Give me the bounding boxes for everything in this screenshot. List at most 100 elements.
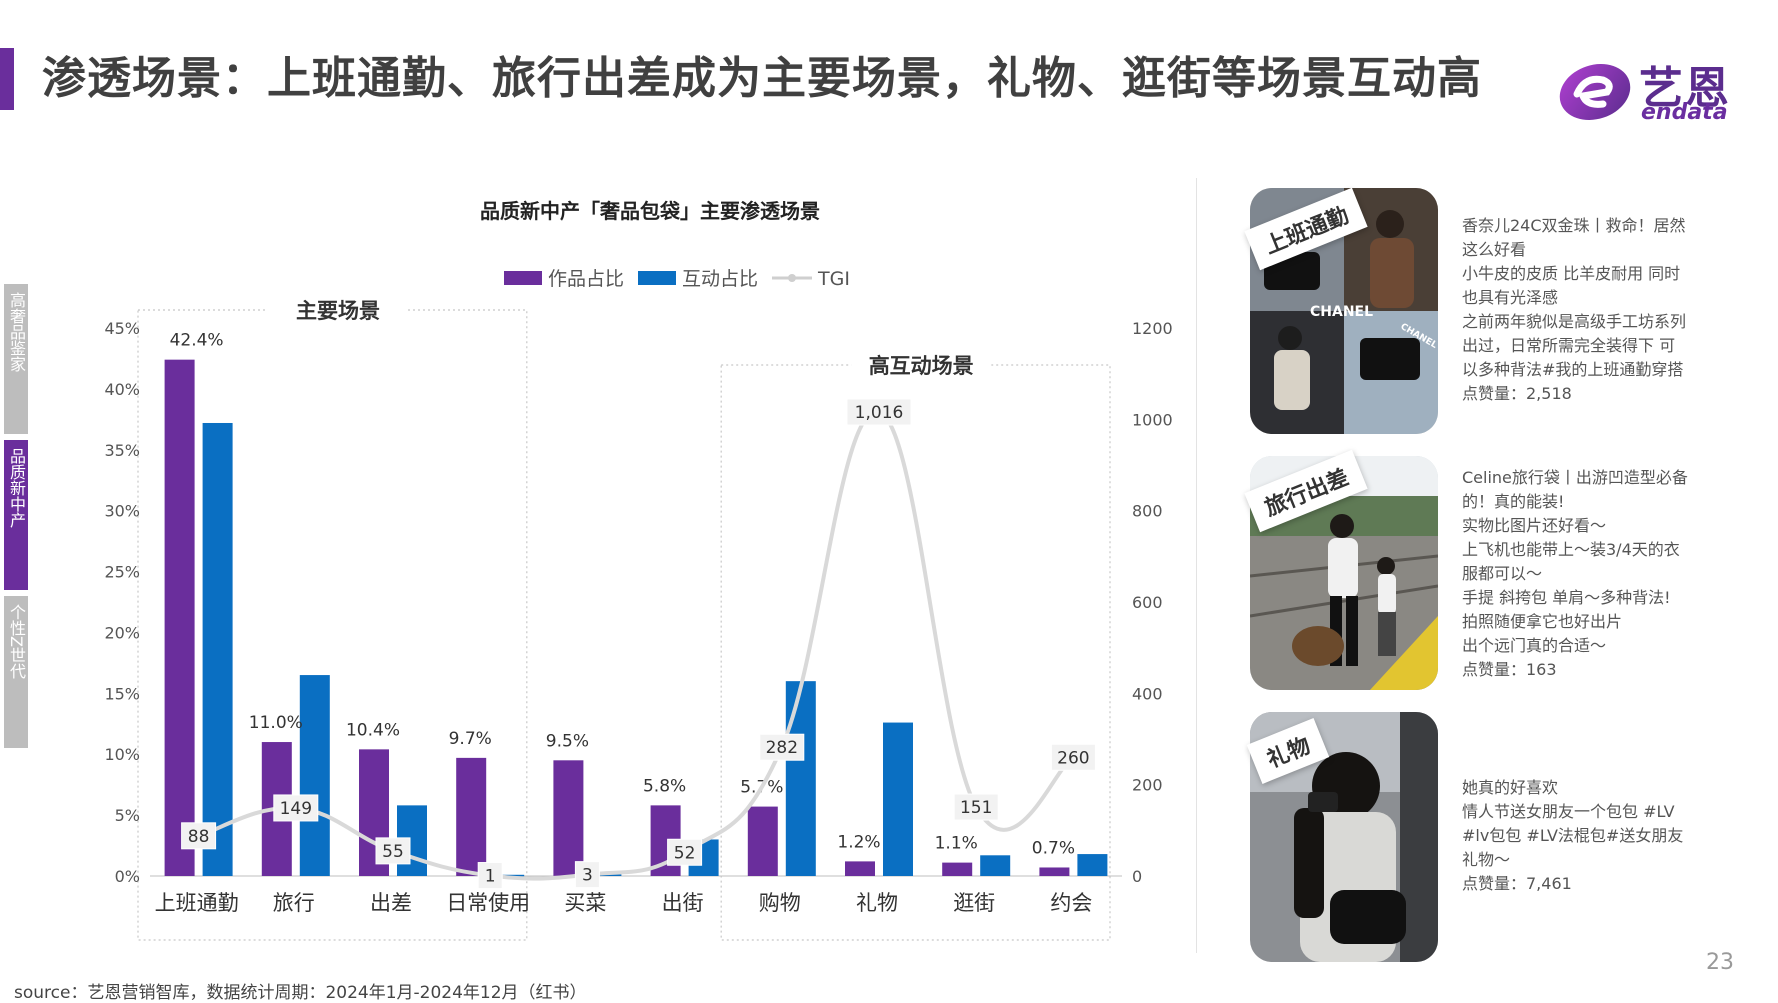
page-title: 渗透场景：上班通勤、旅行出差成为主要场景，礼物、逛街等场景互动高 (42, 53, 1482, 104)
y-right-tick-label: 600 (1132, 593, 1163, 612)
y-right-tick-label: 1200 (1132, 319, 1173, 338)
y-left-tick-label: 10% (104, 745, 140, 764)
post-line: 上飞机也能带上～装3/4天的衣 (1462, 540, 1680, 559)
source-note: source：艺恩营销智库，数据统计周期：2024年1月-2024年12月（红书… (14, 983, 587, 1003)
post-line: 她真的好喜欢 (1462, 778, 1559, 797)
chart-axes: 0% 5% 10% 15% 20% 25% 30% 35% 40% 45% 0 200 400 600 80… (104, 319, 1172, 886)
tgi-label-bg (181, 822, 217, 850)
bar-interaction-share (883, 722, 913, 876)
category-label: 购物 (759, 891, 801, 915)
tgi-label-bg (477, 862, 503, 890)
post-text-commute: 香奈儿24C双金珠丨救命！居然 这么好看 小牛皮的皮质 比羊皮耐用 同时 也具有… (1462, 214, 1712, 406)
category-label: 约会 (1050, 891, 1092, 915)
tgi-label-bg (759, 733, 805, 761)
scenario-group-label-bg (268, 300, 408, 322)
tgi-value-label: 1,016 (855, 403, 904, 423)
post-line: 香奈儿24C双金珠丨救命！居然 (1462, 216, 1686, 235)
post-line: 礼物～ (1462, 850, 1511, 869)
legend-label: 作品占比 (548, 268, 624, 290)
post-line: 实物比图片还好看～ (1462, 516, 1607, 535)
legend-label: TGI (817, 268, 850, 290)
post-line: 情人节送女朋友一个包包 #LV (1462, 802, 1675, 821)
bar-value-label: 11.0% (249, 713, 303, 733)
post-line: 之前两年貌似是高级手工坊系列 (1462, 312, 1687, 331)
category-label: 礼物 (856, 891, 898, 915)
post-gift[interactable]: 礼物 她真的好喜欢 情人节送女朋友一个包包 #LV #lv包包 #LV法棍包#送… (1246, 712, 1712, 964)
bar-interaction-share (1077, 854, 1108, 876)
tgi-label-bg (667, 838, 703, 866)
tgi-value-label: 88 (188, 827, 210, 847)
tgi-label-bg (1050, 743, 1096, 771)
y-left-tick-label: 35% (104, 441, 140, 460)
post-line: 这么好看 (1462, 240, 1527, 259)
post-likes: 点赞量：7,461 (1462, 874, 1572, 893)
side-tab-label: 个性Z世代 (7, 604, 26, 679)
bar-value-label: 5.8% (643, 776, 686, 796)
page-number: 23 (1706, 950, 1734, 975)
post-line: 小牛皮的皮质 比羊皮耐用 同时 (1462, 264, 1681, 283)
tgi-value-label: 3 (582, 866, 593, 886)
bar-works-share (845, 861, 875, 876)
post-likes: 点赞量：163 (1462, 660, 1557, 679)
tgi-label-bg (953, 793, 999, 821)
bar-works-share (164, 359, 195, 876)
photo-brand-text: CHANEL (1310, 304, 1373, 320)
side-tab-label: 品质新中产 (7, 448, 26, 528)
logo-english-text: endata (1641, 100, 1728, 125)
scenario-chart: 品质新中产「奢品包袋」主要渗透场景 作品占比 互动占比 TGI 主要场景高互动场景 … (104, 199, 1173, 941)
y-right-tick-label: 400 (1132, 684, 1163, 703)
scenario-group-label: 高互动场景 (869, 354, 974, 378)
post-line: 以多种背法#我的上班通勤穿搭 (1462, 360, 1684, 379)
category-labels: 上班通勤 旅行 出差 日常使用 买菜 出街 购物 礼物 逛街 约会 (155, 891, 1093, 915)
post-travel[interactable]: 旅行出差 Celine旅行袋丨出游凹造型必备 的！真的能装! 实物比图片还好看～… (1244, 449, 1712, 696)
post-line: #lv包包 #LV法棍包#送女朋友 (1462, 826, 1684, 845)
bar-works-share (456, 757, 487, 876)
title-accent-bar (0, 48, 14, 110)
scenario-group-label-bg (851, 355, 992, 377)
tgi-value-label: 282 (766, 738, 798, 758)
side-tab-gen-z[interactable]: 个性Z世代 (4, 596, 28, 748)
tgi-line (196, 409, 1076, 881)
chart-bars: 42.4%11.0% 10.4% 9.7% 9.5%5.8% 5.7%1.2% 1.1% 0… (164, 331, 1108, 877)
bar-value-label: 10.4% (346, 720, 400, 740)
post-text-gift: 她真的好喜欢 情人节送女朋友一个包包 #LV #lv包包 #LV法棍包#送女朋友… (1462, 776, 1712, 896)
y-left-tick-label: 15% (104, 684, 140, 703)
chart-legend: 作品占比 互动占比 TGI (504, 268, 850, 290)
post-line: 的！真的能装! (1462, 492, 1565, 511)
legend-swatch (638, 271, 676, 285)
y-left-tick-label: 5% (115, 806, 140, 825)
tgi-value-label: 151 (960, 798, 992, 818)
tgi-value-label: 149 (280, 799, 312, 819)
side-tab-label: 高奢品鉴家 (7, 292, 26, 372)
side-tabs: 高奢品鉴家 品质新中产 个性Z世代 (4, 284, 28, 754)
tgi-value-label: 1 (485, 867, 496, 887)
endata-logo: 艺恩 endata (1555, 52, 1745, 128)
y-left-tick-label: 45% (104, 319, 140, 338)
bar-value-label: 42.4% (170, 331, 224, 351)
post-line: 出过，日常所需完全装得下 可 (1462, 336, 1676, 355)
category-label: 上班通勤 (155, 891, 239, 915)
bar-works-share (747, 806, 778, 876)
tgi-label-bg (846, 398, 912, 426)
category-label: 买菜 (564, 891, 606, 915)
bar-works-share (553, 760, 584, 876)
bar-interaction-share (980, 855, 1011, 876)
bar-value-label: 1.2% (837, 832, 880, 852)
post-line: 也具有光泽感 (1462, 288, 1559, 307)
endata-logo-icon (1559, 64, 1631, 120)
section-divider (1196, 178, 1197, 953)
bar-value-label: 9.7% (449, 729, 492, 749)
bar-interaction-share (785, 681, 816, 876)
post-text-travel: Celine旅行袋丨出游凹造型必备 的！真的能装! 实物比图片还好看～ 上飞机也… (1462, 466, 1712, 682)
y-left-tick-label: 0% (115, 867, 140, 886)
side-tab-quality-middle-class[interactable]: 品质新中产 (4, 440, 28, 590)
post-commute[interactable]: CHANEL CHANEL 上班通勤 香奈儿24C双金珠丨救命！居然 这么好看 … (1244, 187, 1712, 438)
side-tab-luxury-connoisseur[interactable]: 高奢品鉴家 (4, 284, 28, 434)
bar-works-share (1039, 867, 1070, 876)
y-right-tick-label: 200 (1132, 776, 1163, 795)
post-line: 手提 斜挎包 单肩～多种背法! (1462, 588, 1671, 607)
legend-marker-tgi (788, 274, 796, 282)
category-label: 日常使用 (446, 891, 530, 915)
bar-value-label: 0.7% (1032, 838, 1075, 858)
